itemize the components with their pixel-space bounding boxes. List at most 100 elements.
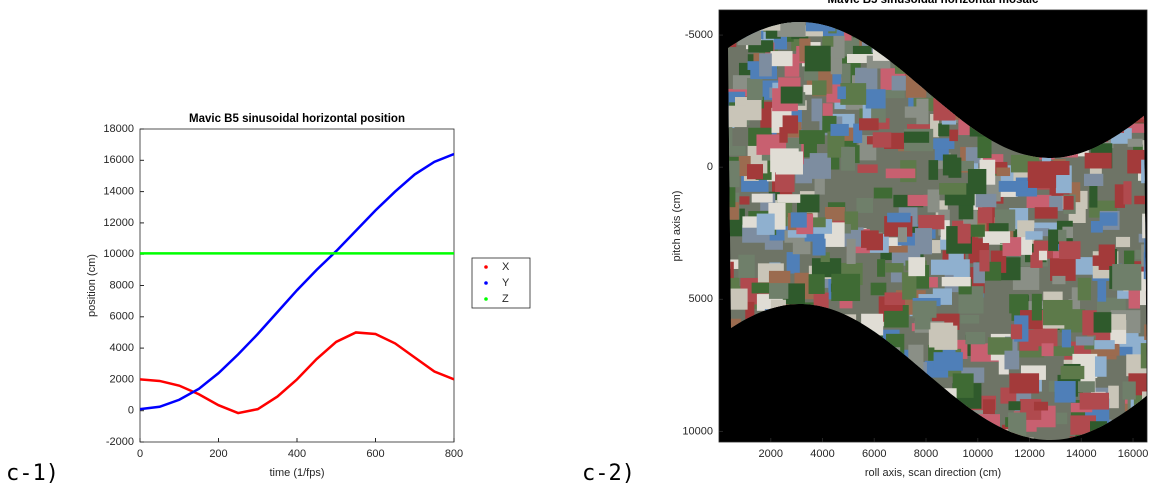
- roof: [856, 198, 873, 213]
- roof: [812, 80, 826, 95]
- y-tick-label: 12000: [103, 217, 134, 229]
- roof: [787, 252, 800, 273]
- roof: [781, 87, 803, 104]
- x-tick-label: 12000: [1014, 448, 1045, 460]
- roof: [983, 399, 995, 414]
- roof: [1054, 381, 1075, 403]
- roof: [861, 230, 879, 247]
- roof: [1034, 402, 1048, 411]
- y-tick-label: 10000: [103, 248, 134, 260]
- roof: [931, 260, 956, 275]
- roof: [1100, 212, 1118, 225]
- roof: [811, 99, 822, 122]
- roof: [898, 227, 907, 242]
- legend-marker: [484, 297, 488, 301]
- roof: [1032, 294, 1042, 321]
- roof: [858, 164, 878, 172]
- y-tick-label: 10000: [682, 425, 713, 437]
- roof: [1108, 386, 1119, 409]
- roof: [757, 214, 775, 235]
- roof: [1093, 340, 1115, 349]
- roof: [726, 106, 747, 127]
- roof: [1134, 196, 1150, 204]
- roof: [904, 132, 929, 143]
- y-axis-label: pitch axis (cm): [671, 191, 683, 262]
- roof: [1078, 278, 1091, 301]
- legend-marker: [484, 281, 488, 285]
- roof: [884, 292, 904, 305]
- series-line: [140, 154, 454, 409]
- x-tick-label: 10000: [962, 448, 993, 460]
- roof: [1128, 139, 1143, 147]
- roof: [1011, 324, 1022, 339]
- roof: [752, 283, 769, 294]
- roof: [913, 301, 937, 318]
- roof: [1035, 207, 1058, 219]
- roof: [1004, 351, 1019, 370]
- roof: [783, 115, 798, 133]
- roof: [915, 228, 932, 254]
- roof: [1050, 161, 1069, 175]
- roof: [775, 172, 795, 192]
- roof: [1112, 264, 1141, 290]
- roof: [1123, 181, 1131, 204]
- roof: [999, 181, 1028, 192]
- roof: [886, 169, 916, 179]
- roof: [777, 194, 800, 203]
- roof: [1123, 381, 1136, 399]
- roof: [1009, 373, 1039, 393]
- legend-label: Z: [502, 293, 509, 305]
- roof: [809, 274, 825, 294]
- roof: [1056, 413, 1067, 425]
- roof: [958, 224, 971, 244]
- roof: [1043, 300, 1072, 325]
- roof: [916, 99, 928, 125]
- y-tick-label: 6000: [110, 311, 134, 323]
- roof: [1061, 366, 1085, 379]
- legend-label: Y: [502, 277, 510, 289]
- roof: [1025, 231, 1042, 239]
- roof: [813, 239, 826, 256]
- roof: [976, 194, 997, 207]
- roof: [769, 271, 790, 283]
- y-tick-label: 4000: [110, 342, 134, 354]
- roof: [928, 189, 940, 212]
- roof: [833, 36, 844, 58]
- y-tick-label: 2000: [110, 373, 134, 385]
- series-line: [140, 332, 454, 413]
- x-tick-label: 16000: [1118, 448, 1149, 460]
- roof: [847, 239, 856, 264]
- legend-label: X: [502, 261, 510, 273]
- x-axis-label: roll axis, scan direction (cm): [865, 467, 1001, 479]
- x-tick-label: 400: [288, 448, 306, 460]
- panel-label: c-2): [582, 461, 635, 486]
- x-tick-label: 6000: [862, 448, 886, 460]
- roof: [938, 123, 949, 136]
- roof: [815, 179, 825, 195]
- figure: c-1) c-2) 0200400600800-2000020004000600…: [0, 0, 1160, 494]
- roof: [747, 78, 763, 100]
- roof: [1146, 96, 1160, 108]
- roof: [929, 323, 953, 348]
- roof: [932, 240, 941, 253]
- roof: [874, 188, 893, 199]
- roof: [1059, 241, 1080, 259]
- y-axis-label: position (cm): [86, 254, 98, 317]
- roof: [759, 53, 772, 76]
- roof: [1085, 153, 1112, 169]
- roof: [752, 194, 773, 203]
- x-tick-label: 800: [445, 448, 463, 460]
- roof: [877, 259, 885, 277]
- roof: [945, 442, 954, 463]
- roof: [791, 212, 807, 227]
- chart-title: Mavic B5 sinusoidal horizontal position: [189, 113, 405, 125]
- roof: [1093, 255, 1113, 266]
- page: c-1) c-2) 0200400600800-2000020004000600…: [0, 0, 1160, 494]
- roof: [977, 137, 991, 159]
- roof: [831, 274, 860, 301]
- y-tick-label: 14000: [103, 186, 134, 198]
- roof: [747, 164, 763, 179]
- x-tick-label: 0: [137, 448, 143, 460]
- roof: [1080, 393, 1109, 410]
- roof: [1063, 196, 1073, 210]
